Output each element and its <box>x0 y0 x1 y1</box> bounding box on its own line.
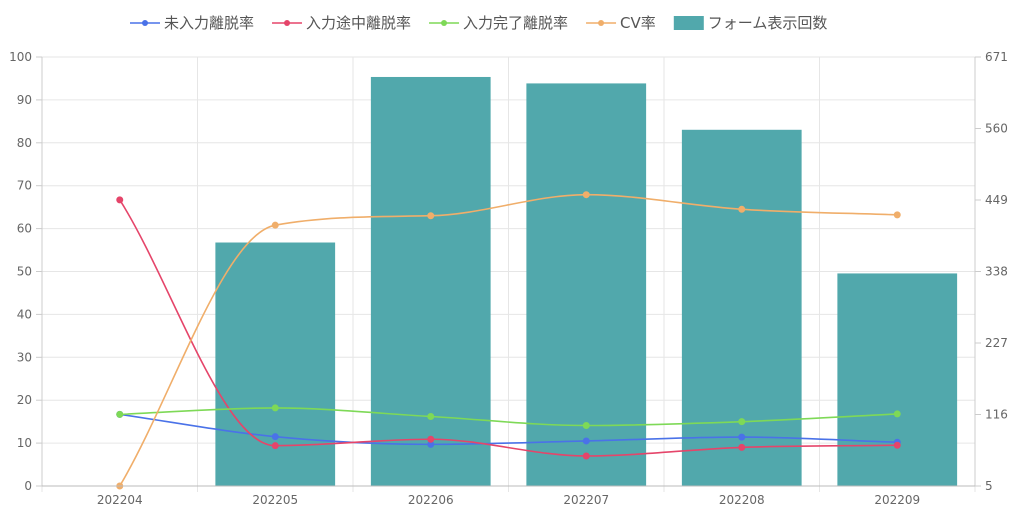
data-point[interactable] <box>738 205 746 213</box>
legend-swatch <box>673 16 704 30</box>
legend-label[interactable]: 入力完了離脱率 <box>463 14 568 32</box>
axes: 0 10 20 30 40 50 60 70 80 90 100 5 116 227 338 449 560 67… <box>9 50 1008 507</box>
series-line <box>119 407 898 427</box>
data-point[interactable] <box>738 433 746 441</box>
bar[interactable] <box>526 83 647 486</box>
y-left-tick-label: 30 <box>17 350 32 364</box>
y-left-tick-label: 20 <box>17 393 32 407</box>
bar[interactable] <box>681 129 802 487</box>
series-line <box>119 413 898 446</box>
data-point[interactable] <box>271 221 279 229</box>
data-point[interactable] <box>582 437 590 445</box>
data-point[interactable] <box>427 435 435 443</box>
y-left-tick-label: 90 <box>17 93 32 107</box>
data-point[interactable] <box>582 422 590 430</box>
data-point[interactable] <box>893 211 901 219</box>
y-right-tick-label: 116 <box>985 408 1008 422</box>
legend-swatch-point <box>441 20 448 26</box>
data-point[interactable] <box>427 413 435 421</box>
data-point[interactable] <box>271 404 279 412</box>
data-point[interactable] <box>738 418 746 426</box>
bar[interactable] <box>370 76 491 486</box>
data-point[interactable] <box>271 433 279 441</box>
y-left-tick-label: 10 <box>17 436 32 450</box>
legend-label[interactable]: 入力途中離脱率 <box>306 14 411 32</box>
x-tick-label: 202207 <box>563 493 609 507</box>
data-point[interactable] <box>116 196 124 204</box>
y-left-tick-label: 70 <box>17 179 32 193</box>
legend-swatch-point <box>598 20 605 26</box>
series-line <box>119 193 898 487</box>
y-right-tick-label: 5 <box>985 479 993 493</box>
grid-lines <box>41 56 976 492</box>
y-left-tick-label: 100 <box>9 50 32 64</box>
x-tick-label: 202209 <box>874 493 920 507</box>
x-tick-label: 202204 <box>97 493 143 507</box>
y-right-tick-label: 560 <box>985 122 1008 136</box>
x-tick-label: 202206 <box>408 493 454 507</box>
legend-swatch-point <box>284 20 291 26</box>
bar[interactable] <box>837 273 958 486</box>
y-left-tick-label: 40 <box>17 307 32 321</box>
legend-label[interactable]: CV率 <box>620 14 656 32</box>
y-right-tick-label: 449 <box>985 193 1008 207</box>
data-point[interactable] <box>893 410 901 418</box>
data-point[interactable] <box>582 191 590 199</box>
series-line <box>119 199 898 457</box>
y-left-tick-label: 0 <box>24 479 32 493</box>
data-point[interactable] <box>738 443 746 451</box>
data-point[interactable] <box>893 441 901 449</box>
data-point[interactable] <box>427 212 435 220</box>
legend-label[interactable]: 未入力離脱率 <box>164 14 254 32</box>
legend[interactable]: 未入力離脱率 入力途中離脱率 入力完了離脱率 CV率 フォーム表示回数 <box>130 14 827 32</box>
y-right-tick-label: 671 <box>985 50 1008 64</box>
line-series <box>116 191 901 490</box>
x-tick-label: 202208 <box>719 493 765 507</box>
y-left-tick-label: 80 <box>17 136 32 150</box>
data-point[interactable] <box>116 410 124 418</box>
y-left-tick-label: 50 <box>17 265 32 279</box>
y-right-tick-label: 227 <box>985 336 1008 350</box>
y-right-tick-label: 338 <box>985 265 1008 279</box>
legend-swatch-point <box>142 20 148 26</box>
data-point[interactable] <box>582 452 590 460</box>
y-left-tick-label: 60 <box>17 222 32 236</box>
data-point[interactable] <box>271 442 279 450</box>
legend-label[interactable]: フォーム表示回数 <box>708 14 828 32</box>
bar[interactable] <box>215 242 336 486</box>
x-tick-label: 202205 <box>252 493 298 507</box>
